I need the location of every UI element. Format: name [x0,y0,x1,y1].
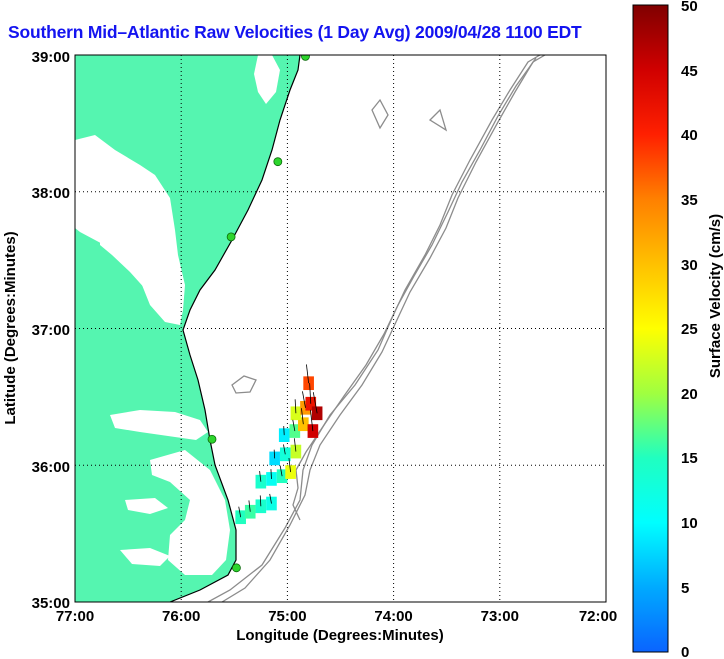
colorbar-tick-label: 25 [681,321,698,338]
velocity-vector [293,438,297,452]
colorbar-tick-label: 0 [681,644,689,659]
x-tick-label: 76:00 [162,608,200,625]
y-tick-labels: 39:00 38:00 37:00 36:00 35:00 [32,49,70,612]
pamlico-sound [150,450,230,575]
x-tick-label: 77:00 [56,608,94,625]
grid-lines [75,55,606,602]
colorbar-tick-label: 5 [681,580,689,597]
bathymetry-contour-inner [292,57,537,521]
velocity-vector [312,392,318,414]
bathymetry-contour-mid [221,55,546,602]
colorbar-tick-label: 20 [681,386,698,403]
y-tick-label: 39:00 [32,49,70,66]
x-tick-label: 72:00 [579,608,617,625]
velocity-vector [292,419,296,432]
chesapeake-bay [75,135,185,325]
radar-station-marker [232,563,241,573]
velocity-vector [302,391,306,408]
velocity-vector [310,409,314,432]
delaware-bay [254,55,280,104]
velocity-vector [309,383,312,404]
velocity-vector [301,408,304,425]
radar-station-marker [207,434,217,444]
y-tick-label: 35:00 [32,595,70,612]
y-axis-label: Latitude (Degrees:Minutes) [2,231,19,424]
velocity-vector [270,469,272,479]
neuse-river [120,548,170,566]
velocity-vector [259,471,262,482]
y-tick-label: 36:00 [32,459,70,476]
velocity-vector [248,500,251,512]
velocity-vector [279,465,283,477]
radar-stations [207,55,310,573]
velocity-vector [238,506,242,518]
bathymetry-patch [371,98,389,130]
colorbar-tick-label: 40 [681,127,698,144]
velocity-vector [259,495,262,507]
albemarle-sound [110,410,208,440]
colorbar-tick-label: 30 [681,257,698,274]
radar-station-marker [273,157,283,167]
colorbar-ticks: 0 5 10 15 20 25 30 35 40 45 50 [681,0,698,659]
colorbar-tick-label: 35 [681,192,698,209]
velocity-vector [269,493,272,504]
x-tick-label: 75:00 [268,608,306,625]
velocity-vector [283,444,286,455]
velocity-vector [294,399,297,414]
radar-station-marker [301,55,310,61]
colorbar-tick-label: 45 [681,63,698,80]
x-axis-label: Longitude (Degrees:Minutes) [236,627,444,644]
x-tick-labels: 77:00 76:00 75:00 74:00 73:00 72:00 [56,608,617,625]
velocity-vector [283,426,285,436]
y-tick-label: 37:00 [32,322,70,339]
velocity-vector [288,458,291,473]
colorbar-tick-label: 15 [681,450,698,467]
velocity-vectors [238,364,318,518]
coastline [169,55,301,602]
colorbar [632,4,669,653]
colorbar-label: Surface Velocity (cm/s) [707,214,724,378]
velocity-vector [306,364,310,384]
x-tick-label: 74:00 [374,608,412,625]
bathymetry-patch [428,108,448,132]
map-title: Southern Mid–Atlantic Raw Velocities (1 … [8,22,582,42]
inland-waters [75,55,280,575]
potomac-river [100,230,160,292]
colorbar-tick-label: 50 [681,0,698,15]
colorbar-tick-label: 10 [681,515,698,532]
bathymetry-island [231,375,257,394]
radar-station-marker [226,232,236,242]
y-tick-label: 38:00 [32,185,70,202]
x-tick-label: 73:00 [481,608,519,625]
pamlico-river [125,498,168,514]
plot-frame [74,54,607,603]
